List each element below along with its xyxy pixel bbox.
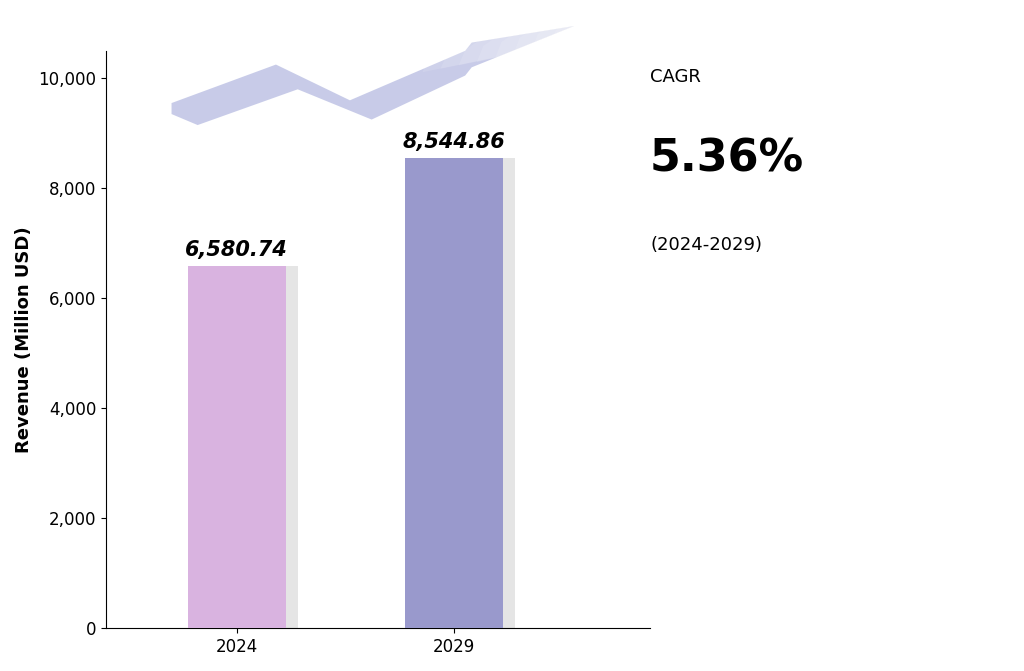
Text: (2024-2029): (2024-2029) <box>650 236 762 254</box>
Text: 8,544.86: 8,544.86 <box>402 132 506 152</box>
Text: 6,580.74: 6,580.74 <box>185 240 288 260</box>
Polygon shape <box>440 26 573 69</box>
Text: CAGR: CAGR <box>650 68 701 86</box>
Polygon shape <box>549 11 584 49</box>
Polygon shape <box>459 26 573 66</box>
Polygon shape <box>513 19 573 56</box>
Bar <box>418 158 515 637</box>
Polygon shape <box>477 26 573 62</box>
Text: 5.36%: 5.36% <box>650 138 804 180</box>
Bar <box>200 266 298 637</box>
Bar <box>187 266 286 628</box>
Bar <box>406 158 503 628</box>
Polygon shape <box>495 23 573 59</box>
Polygon shape <box>172 26 573 125</box>
Y-axis label: Revenue (Million USD): Revenue (Million USD) <box>15 226 33 453</box>
Polygon shape <box>423 26 573 72</box>
Polygon shape <box>531 15 573 52</box>
